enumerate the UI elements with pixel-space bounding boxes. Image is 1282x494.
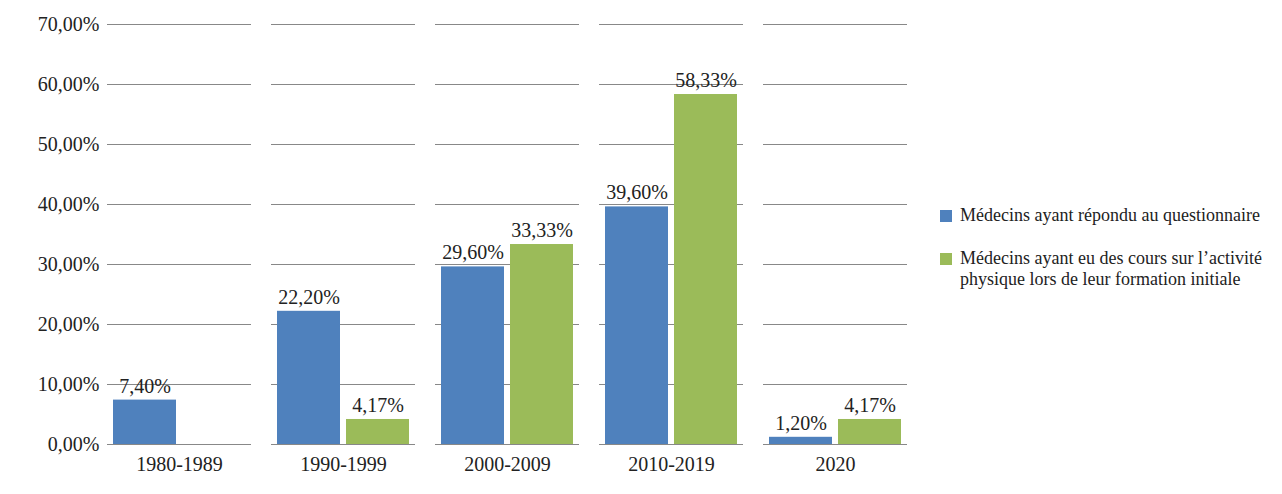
svg-text:2000-2009: 2000-2009 [464,453,551,475]
svg-text:2020: 2020 [816,453,856,475]
svg-text:0,00%: 0,00% [48,433,100,455]
svg-text:20,00%: 20,00% [38,313,100,335]
svg-text:1990-1999: 1990-1999 [300,453,387,475]
svg-text:1,20%: 1,20% [775,412,827,434]
svg-text:4,17%: 4,17% [352,394,404,416]
svg-text:39,60%: 39,60% [606,181,668,203]
svg-text:60,00%: 60,00% [38,73,100,95]
svg-text:30,00%: 30,00% [38,253,100,275]
svg-text:50,00%: 50,00% [38,133,100,155]
svg-text:58,33%: 58,33% [675,69,737,91]
svg-text:10,00%: 10,00% [38,373,100,395]
svg-text:33,33%: 33,33% [511,219,573,241]
svg-text:70,00%: 70,00% [38,13,100,35]
svg-text:2010-2019: 2010-2019 [628,453,715,475]
html-text:Médecins ayant eu des cours su: Médecins ayant eu des cours sur l’activi… [960,247,1262,289]
html-text:Médecins ayant répondu au ques: Médecins ayant répondu au questionnaire [960,204,1260,225]
svg-text:4,17%: 4,17% [844,394,896,416]
svg-text:1980-1989: 1980-1989 [136,453,223,475]
svg-text:7,40%: 7,40% [119,375,171,397]
svg-text:22,20%: 22,20% [278,286,340,308]
svg-text:40,00%: 40,00% [38,193,100,215]
svg-text:29,60%: 29,60% [442,241,504,263]
